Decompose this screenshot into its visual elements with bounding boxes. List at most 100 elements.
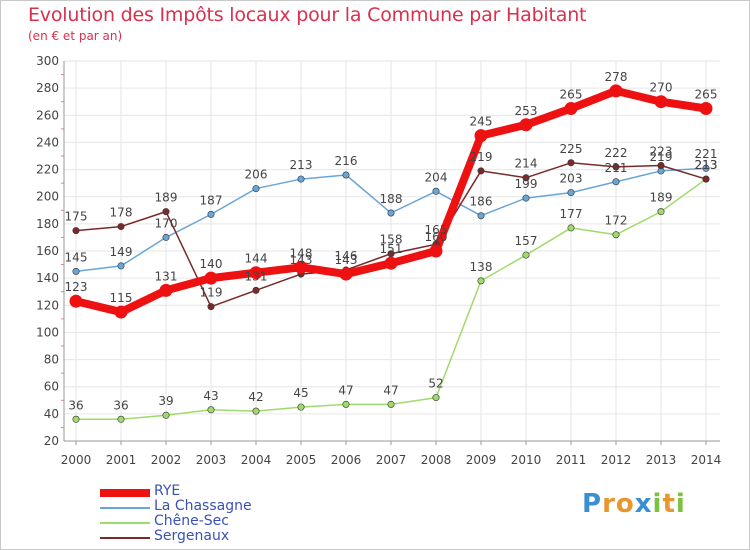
x-tick-label: 2014	[691, 453, 722, 467]
data-label-la-chassagne: 188	[380, 192, 403, 206]
data-label-chene-sec: 45	[293, 386, 308, 400]
y-tick-label: 240	[36, 135, 59, 149]
x-tick-label: 2006	[331, 453, 362, 467]
logo-letter: P	[582, 489, 603, 519]
data-point-la-chassagne	[342, 171, 350, 179]
x-tick-label: 2011	[556, 453, 587, 467]
data-label-rye: 270	[650, 81, 673, 95]
data-point-la-chassagne	[477, 212, 485, 220]
y-tick-label: 200	[36, 190, 59, 204]
data-label-la-chassagne: 199	[515, 177, 538, 191]
data-label-rye: 160	[425, 230, 448, 244]
x-tick-label: 2010	[511, 453, 542, 467]
data-label-rye: 278	[605, 70, 628, 84]
legend-item-la-chassagne: La Chassagne	[100, 498, 320, 515]
data-point-rye	[114, 305, 128, 319]
data-point-sergenaux	[207, 303, 215, 311]
chart-title: Evolution des Impôts locaux pour la Comm…	[28, 4, 587, 26]
data-point-sergenaux	[567, 159, 575, 167]
data-point-chene-sec	[72, 415, 80, 423]
y-tick-label: 100	[36, 325, 59, 339]
data-label-chene-sec: 177	[560, 207, 583, 221]
y-tick-label: 140	[36, 271, 59, 285]
y-tick-label: 180	[36, 217, 59, 231]
data-label-sergenaux: 189	[155, 191, 178, 205]
data-label-la-chassagne: 216	[335, 154, 358, 168]
data-label-rye: 131	[155, 269, 178, 283]
data-point-la-chassagne	[117, 262, 125, 270]
x-tick-label: 2001	[106, 453, 137, 467]
data-point-la-chassagne	[207, 210, 215, 218]
data-point-rye	[294, 260, 308, 274]
data-label-rye: 143	[335, 253, 358, 267]
logo-letter: x	[634, 489, 653, 519]
data-label-la-chassagne: 145	[65, 250, 88, 264]
data-point-rye	[474, 129, 488, 143]
data-label-sergenaux: 214	[515, 157, 538, 171]
data-label-rye: 144	[245, 252, 268, 266]
logo-letter: o	[615, 489, 635, 519]
legend-item-rye: RYE	[100, 483, 320, 500]
legend-item-chene-sec: Chêne-Sec	[100, 513, 320, 530]
data-point-chene-sec	[657, 208, 665, 216]
y-tick-label: 80	[44, 353, 59, 367]
y-tick-label: 260	[36, 108, 59, 122]
legend-label-chene-sec: Chêne-Sec	[154, 513, 229, 529]
data-label-la-chassagne: 211	[605, 161, 628, 175]
y-tick-label: 220	[36, 163, 59, 177]
data-point-rye	[654, 95, 668, 109]
data-point-rye	[609, 84, 623, 98]
data-label-la-chassagne: 149	[110, 245, 133, 259]
data-point-la-chassagne	[252, 185, 260, 193]
data-label-sergenaux: 178	[110, 206, 133, 220]
x-tick-label: 2012	[601, 453, 632, 467]
legend-item-sergenaux: Sergenaux	[100, 528, 320, 545]
data-point-chene-sec	[612, 231, 620, 239]
data-point-rye	[69, 294, 83, 308]
data-point-sergenaux	[162, 208, 170, 216]
data-label-chene-sec: 47	[383, 383, 398, 397]
data-label-rye: 245	[470, 115, 493, 129]
data-point-sergenaux	[72, 227, 80, 235]
x-tick-label: 2000	[61, 453, 92, 467]
data-label-sergenaux: 222	[605, 146, 628, 160]
data-label-chene-sec: 43	[203, 389, 218, 403]
chart-legend: RYE La Chassagne Chêne-Sec Sergenaux	[100, 483, 320, 545]
data-point-rye	[339, 267, 353, 281]
data-point-sergenaux	[702, 175, 710, 183]
data-label-chene-sec: 36	[113, 398, 128, 412]
data-label-la-chassagne: 204	[425, 170, 448, 184]
data-point-sergenaux	[612, 163, 620, 171]
data-point-rye	[564, 102, 578, 115]
data-point-la-chassagne	[522, 194, 530, 202]
x-tick-label: 2004	[241, 453, 272, 467]
legend-swatch-rye	[100, 489, 150, 497]
proxiti-logo: Proxiti	[582, 489, 686, 519]
logo-letter: i	[675, 489, 686, 519]
data-point-chene-sec	[207, 406, 215, 414]
logo-letter: r	[602, 489, 616, 519]
data-label-chene-sec: 39	[158, 394, 173, 408]
data-point-sergenaux	[657, 162, 665, 170]
legend-label-sergenaux: Sergenaux	[154, 528, 230, 544]
data-label-chene-sec: 157	[515, 234, 538, 248]
data-label-la-chassagne: 186	[470, 195, 493, 209]
legend-label-rye: RYE	[154, 483, 181, 499]
data-label-sergenaux: 225	[560, 142, 583, 156]
data-point-chene-sec	[432, 394, 440, 402]
x-tick-label: 2003	[196, 453, 227, 467]
data-label-chene-sec: 172	[605, 214, 628, 228]
data-label-sergenaux: 131	[245, 269, 268, 283]
x-tick-label: 2002	[151, 453, 182, 467]
data-label-sergenaux: 146	[335, 249, 358, 263]
data-point-la-chassagne	[702, 164, 710, 172]
data-point-la-chassagne	[72, 267, 80, 275]
x-tick-label: 2013	[646, 453, 677, 467]
data-point-sergenaux	[477, 167, 485, 175]
data-label-la-chassagne: 170	[155, 216, 178, 230]
chart-subtitle: (en € et par an)	[28, 29, 123, 43]
data-label-chene-sec: 36	[68, 398, 83, 412]
data-point-rye	[204, 271, 218, 285]
y-tick-label: 20	[44, 434, 59, 448]
